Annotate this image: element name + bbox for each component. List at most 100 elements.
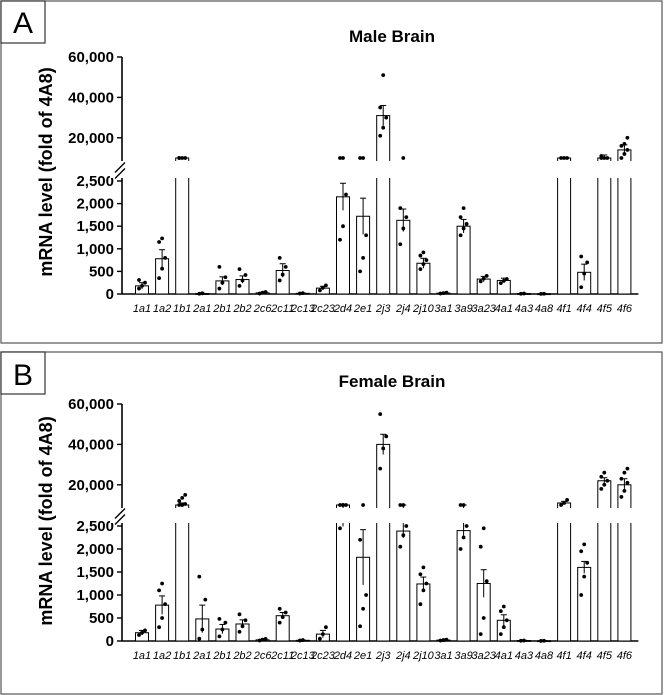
x-tick-label: 2b1 [212, 650, 231, 662]
x-tick-label: 1a1 [133, 303, 151, 315]
data-point [384, 115, 389, 120]
x-tick-label: 2b2 [232, 303, 251, 315]
bar-group-4a8 [537, 638, 551, 643]
data-point [183, 493, 188, 497]
data-point [203, 597, 208, 602]
data-point [364, 593, 368, 597]
data-point [243, 618, 248, 623]
bar-group-4a3 [516, 291, 531, 296]
data-point [478, 632, 483, 636]
data-point [464, 524, 469, 528]
x-tick-label: 1a1 [133, 650, 151, 662]
x-tick-label: 4f6 [617, 650, 633, 662]
bar-group-4f5 [597, 470, 612, 642]
data-point [421, 262, 426, 267]
x-tick-label: 4a8 [535, 303, 554, 315]
y-tick-label: 1,000 [76, 241, 114, 258]
data-point [585, 560, 590, 565]
data-point [157, 588, 162, 593]
data-point [217, 286, 222, 291]
data-point [461, 503, 466, 507]
panel-a-letter-box [0, 0, 46, 44]
data-point [237, 612, 242, 617]
x-tick-label: 2c6 [253, 303, 273, 315]
axis-break-mark [114, 508, 126, 525]
data-point [137, 633, 141, 637]
panel-b-letter-box [0, 351, 46, 395]
data-point [200, 291, 205, 296]
data-point [240, 624, 245, 629]
data-point [625, 466, 630, 471]
data-point [421, 565, 426, 570]
data-point [180, 156, 185, 160]
axis-break-mark [114, 162, 126, 179]
bar [557, 502, 572, 642]
data-point [183, 156, 188, 160]
x-tick-label: 1b1 [173, 303, 191, 315]
bar-group-2e1 [356, 503, 371, 642]
data-point [504, 277, 509, 281]
data-point [217, 617, 222, 621]
data-point [501, 625, 506, 630]
x-tick-label: 4f1 [556, 303, 571, 315]
data-point [401, 226, 406, 231]
data-point [458, 233, 463, 238]
data-point [579, 285, 584, 290]
bar-group-4f6 [617, 135, 632, 295]
x-tick-label: 1a2 [153, 650, 171, 662]
data-point [341, 224, 345, 229]
data-point [579, 549, 584, 554]
data-point [539, 639, 543, 643]
x-tick-label: 2a1 [192, 303, 211, 315]
data-point [461, 226, 466, 231]
data-point [321, 285, 325, 290]
x-tick-label: 3a1 [434, 650, 452, 662]
data-point [625, 135, 630, 140]
x-tick-label: 4a8 [535, 650, 554, 662]
data-point [441, 291, 446, 295]
data-point [318, 636, 322, 641]
y-tick-label: 2,500 [76, 173, 114, 190]
bar-group-4f5 [597, 154, 612, 295]
bar [456, 530, 471, 642]
y-tick-label: 60,000 [68, 49, 114, 66]
data-point [478, 279, 483, 284]
y-tick-label: 60,000 [68, 396, 114, 413]
data-point [484, 274, 489, 278]
y-tick-label: 1,500 [76, 218, 114, 235]
bar-group-2j3 [376, 412, 391, 642]
y-tick-label: 1,500 [76, 564, 114, 581]
panel-a-title: Male Brain [349, 27, 435, 46]
data-point [381, 73, 386, 78]
data-point [444, 290, 449, 295]
data-point [481, 526, 486, 531]
bar-group-1b1 [175, 156, 190, 295]
bar [336, 196, 350, 295]
x-tick-label: 4a1 [495, 650, 513, 662]
y-tick-label: 20,000 [68, 130, 114, 147]
data-point [157, 240, 162, 244]
data-point [418, 253, 423, 258]
x-tick-label: 2a1 [192, 650, 211, 662]
data-point [559, 503, 563, 507]
bar [275, 615, 290, 642]
bar-group-2c11 [275, 606, 290, 642]
data-point [478, 544, 483, 549]
data-point [501, 604, 506, 609]
bar-group-2j4 [396, 156, 411, 295]
bar [376, 115, 391, 295]
panel-b-title: Female Brain [339, 372, 446, 391]
axis-break-gap [110, 161, 651, 178]
data-point [358, 537, 362, 542]
data-point [522, 291, 526, 296]
data-point [404, 524, 409, 528]
data-point [160, 581, 165, 586]
bar [175, 504, 190, 642]
data-point [424, 258, 429, 262]
bar-group-4f4 [577, 542, 592, 642]
data-point [200, 627, 205, 632]
data-point [338, 237, 342, 242]
data-point [539, 292, 543, 296]
data-point [220, 627, 225, 632]
data-point [280, 272, 285, 277]
